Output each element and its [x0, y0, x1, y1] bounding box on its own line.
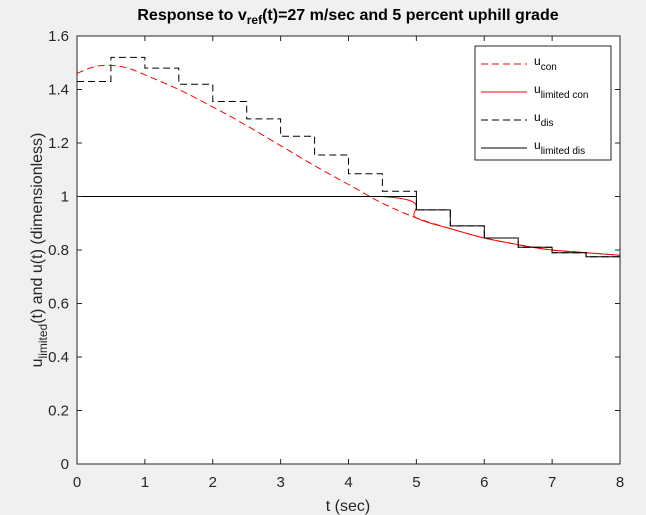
x-tick-label: 3	[276, 474, 284, 491]
chart-title: Response to vref(t)=27 m/sec and 5 perce…	[137, 7, 558, 27]
legend-box	[474, 45, 612, 161]
legend-label-3: udis	[534, 110, 553, 129]
legend-label-sub: limited con	[541, 90, 589, 101]
series-line-4	[77, 196, 620, 258]
y-axis-label-prefix: u	[29, 358, 46, 367]
y-axis-label: ulimited(t) and u(t) (dimensionless)	[29, 133, 50, 368]
legend-label-sub: dis	[541, 118, 554, 129]
legend-label-2: ulimited con	[534, 82, 589, 101]
legend-label-main: u	[534, 54, 541, 68]
chart-title-prefix: Response to v	[137, 7, 246, 24]
x-tick-label: 6	[480, 474, 488, 491]
legend-label-sub: limited dis	[541, 146, 585, 157]
series-layer	[76, 56, 621, 258]
y-tick-label: 1	[61, 189, 69, 206]
x-tick-label: 4	[344, 474, 352, 491]
x-tick-label: 1	[141, 474, 149, 491]
x-tick-label: 2	[209, 474, 217, 491]
x-tick-label: 8	[616, 474, 624, 491]
y-ticks: 0 0.2 0.4 0.6 0.8 1 1.2 1.4 1.6	[48, 28, 620, 473]
x-ticks: 0 1 2 3 4 5 6 7 8	[73, 36, 624, 491]
y-tick-label: 0	[61, 456, 69, 473]
y-tick-label: 0.4	[48, 349, 69, 366]
y-tick-label: 1.4	[48, 82, 69, 99]
y-axis-label-sub: limited	[36, 324, 50, 359]
y-tick-label: 0.8	[48, 242, 69, 259]
legend-label-4: ulimited dis	[534, 138, 585, 157]
legend-label-main: u	[534, 110, 541, 124]
x-tick-label: 5	[412, 474, 420, 491]
y-tick-label: 0.6	[48, 296, 69, 313]
chart-title-suffix: (t)=27 m/sec and 5 percent uphill grade	[262, 7, 559, 24]
y-tick-label: 1.2	[48, 135, 69, 152]
y-tick-label: 1.6	[48, 28, 69, 45]
y-tick-label: 0.2	[48, 403, 69, 420]
chart-title-sub: ref	[247, 13, 263, 27]
legend-label-sub: con	[541, 62, 557, 73]
legend-label-main: u	[534, 138, 541, 152]
legend-label-1: ucon	[534, 54, 557, 73]
y-axis-label-suffix: (t) and u(t) (dimensionless)	[29, 133, 46, 324]
x-tick-label: 7	[548, 474, 556, 491]
x-tick-label: 0	[73, 474, 81, 491]
legend-label-main: u	[534, 82, 541, 96]
x-axis-label: t (sec)	[326, 498, 370, 515]
